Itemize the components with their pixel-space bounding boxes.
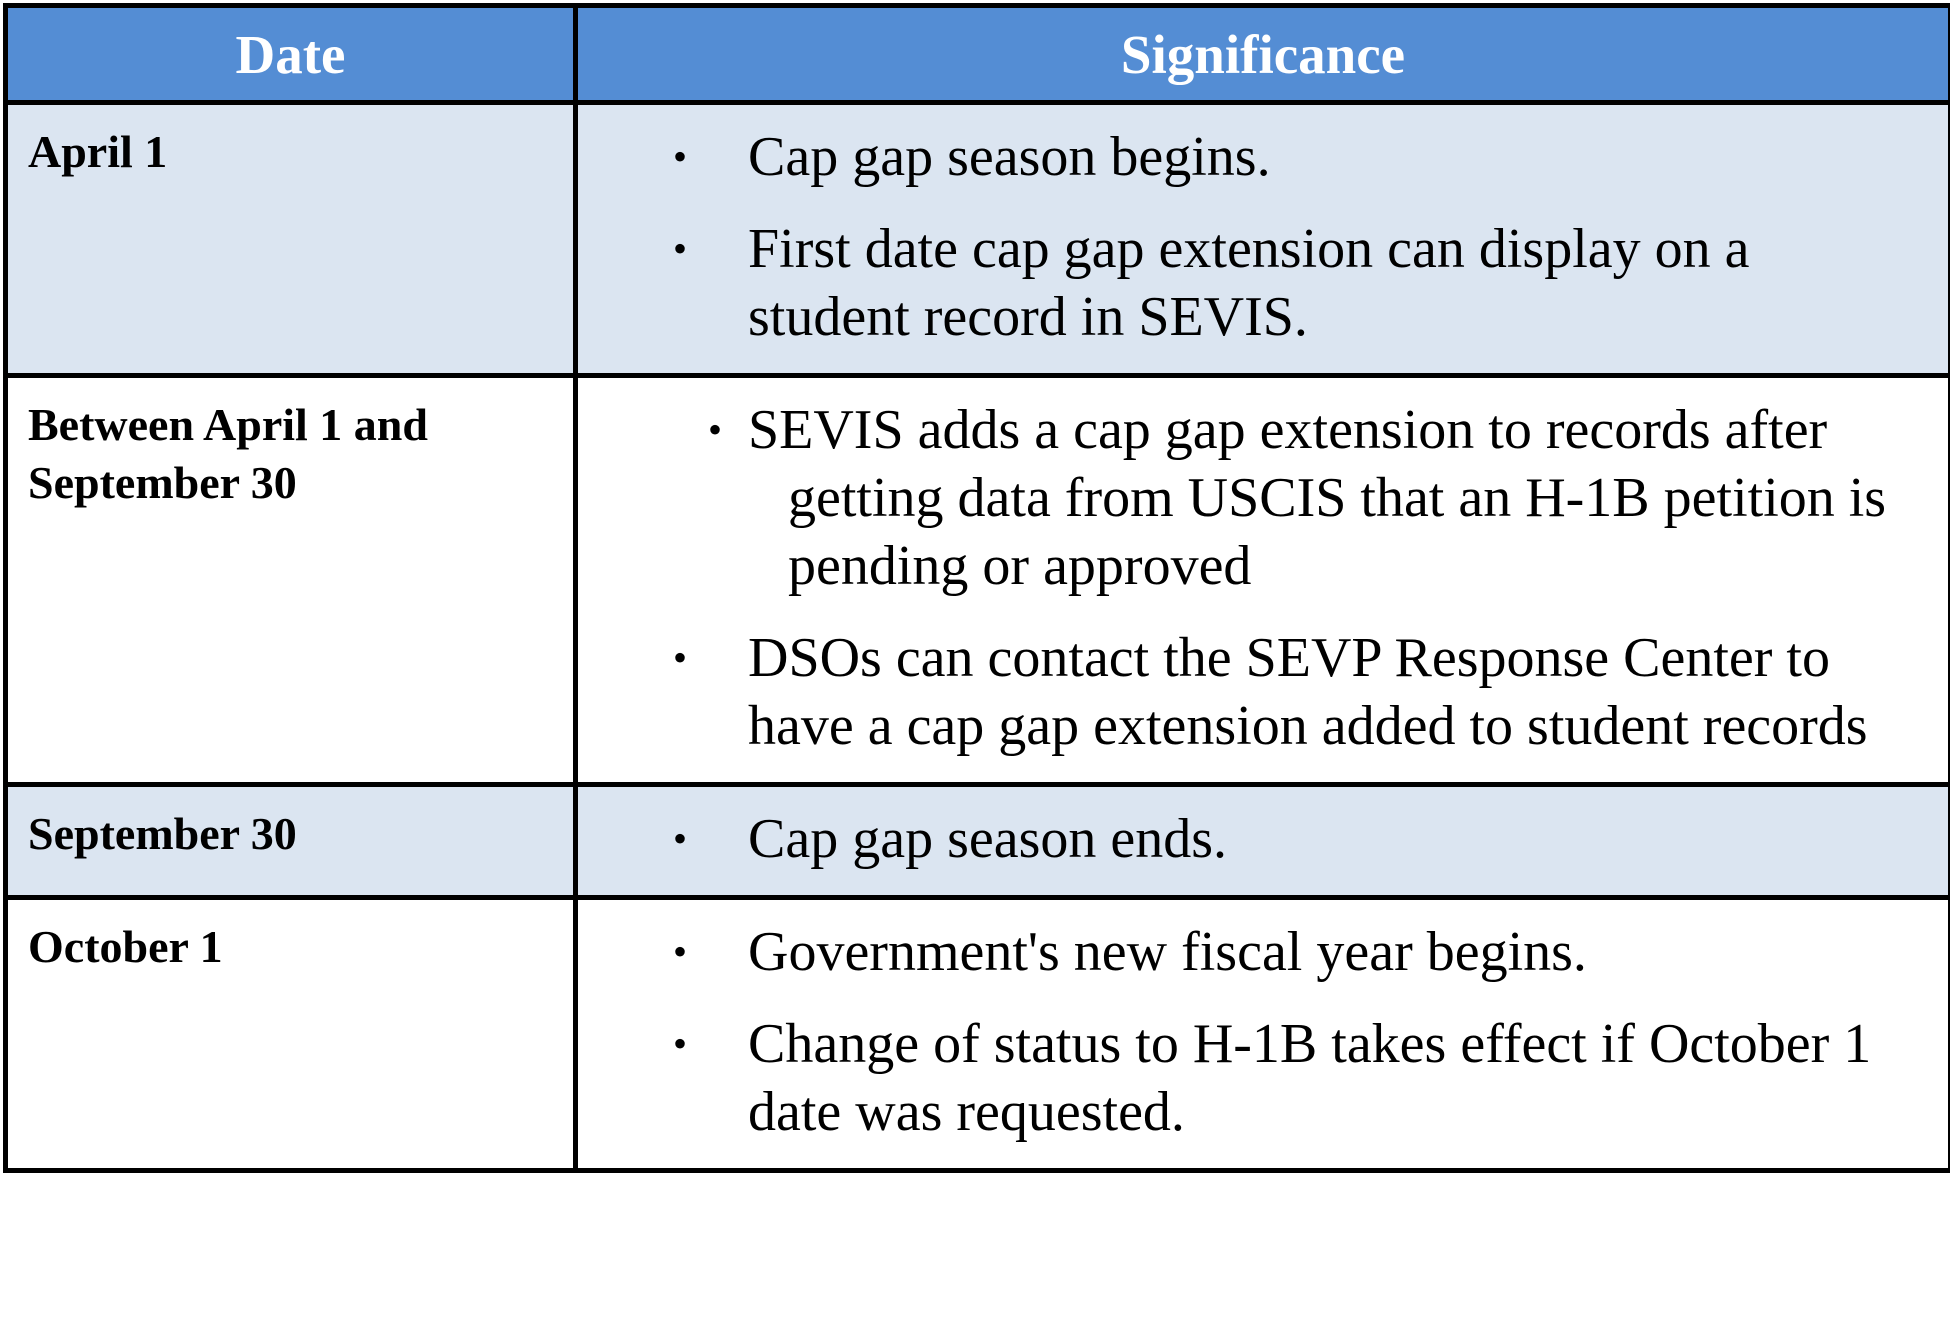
list-item: • DSOs can contact the SEVP Response Cen… <box>578 624 1918 760</box>
significance-cell: • Cap gap season ends. <box>573 782 1950 900</box>
significance-cell: • SEVIS adds a cap gap extension to reco… <box>573 373 1950 787</box>
list-item: • Change of status to H-1B takes effect … <box>578 1010 1918 1146</box>
list-item: • Cap gap season ends. <box>578 805 1918 873</box>
list-item: • SEVIS adds a cap gap extension to reco… <box>578 396 1918 600</box>
date-cell: September 30 <box>3 782 578 900</box>
list-item: • Government's new fiscal year begins. <box>578 918 1918 986</box>
bullet-icon: • <box>673 929 688 974</box>
table-row: Between April 1 and September 30 • SEVIS… <box>3 373 1950 787</box>
list-item-text: SEVIS adds a cap gap extension to record… <box>748 399 1887 597</box>
table-row: October 1 • Government's new fiscal year… <box>3 895 1950 1173</box>
date-cell: April 1 <box>3 100 578 378</box>
bullet-icon: • <box>673 816 688 861</box>
list-item-text: Cap gap season begins. <box>748 126 1271 188</box>
list-item-text: First date cap gap extension can display… <box>748 218 1750 348</box>
list-item-text: Change of status to H-1B takes effect if… <box>748 1013 1872 1143</box>
list-item-text: DSOs can contact the SEVP Response Cente… <box>748 627 1868 757</box>
table-row: September 30 • Cap gap season ends. <box>3 782 1950 900</box>
cap-gap-timeline-table: Date Significance April 1 • Cap gap seas… <box>3 3 1950 1173</box>
significance-list: • SEVIS adds a cap gap extension to reco… <box>578 396 1918 760</box>
list-item-text: Government's new fiscal year begins. <box>748 921 1587 983</box>
significance-list: • Cap gap season begins. • First date ca… <box>578 123 1918 351</box>
date-column-header: Date <box>3 3 578 105</box>
table-header-row: Date Significance <box>3 3 1950 105</box>
significance-cell: • Cap gap season begins. • First date ca… <box>573 100 1950 378</box>
bullet-icon: • <box>673 1021 688 1066</box>
list-item-text: Cap gap season ends. <box>748 808 1228 870</box>
table-row: April 1 • Cap gap season begins. • First… <box>3 100 1950 378</box>
significance-list: • Cap gap season ends. <box>578 805 1918 873</box>
bullet-icon: • <box>673 226 688 271</box>
significance-list: • Government's new fiscal year begins. •… <box>578 918 1918 1146</box>
list-item: • First date cap gap extension can displ… <box>578 215 1918 351</box>
bullet-icon: • <box>673 635 688 680</box>
date-cell: October 1 <box>3 895 578 1173</box>
significance-column-header: Significance <box>573 3 1950 105</box>
date-cell: Between April 1 and September 30 <box>3 373 578 787</box>
bullet-icon: • <box>708 407 723 452</box>
bullet-icon: • <box>673 134 688 179</box>
list-item: • Cap gap season begins. <box>578 123 1918 191</box>
significance-cell: • Government's new fiscal year begins. •… <box>573 895 1950 1173</box>
